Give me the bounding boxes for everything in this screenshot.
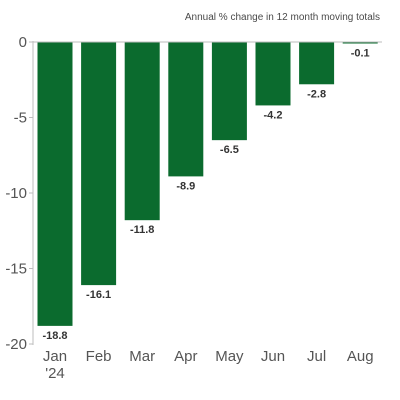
chart-subtitle: Annual % change in 12 month moving total… — [185, 12, 380, 23]
x-tick-label: Mar — [129, 348, 155, 365]
data-label: -18.8 — [42, 330, 67, 342]
y-tick-label: -20 — [5, 336, 27, 353]
x-tick-label: Apr — [174, 348, 197, 365]
x-tick-label: Jun — [261, 348, 285, 365]
bar — [124, 42, 160, 221]
data-label: -6.5 — [220, 144, 239, 156]
y-tick-label: -5 — [14, 110, 27, 127]
bar — [342, 42, 378, 44]
data-label: -0.1 — [351, 48, 370, 60]
y-tick-label: -10 — [5, 185, 27, 202]
x-tick-label-line: Jul — [307, 348, 326, 365]
x-tick-label-line: Jan — [43, 348, 67, 365]
x-tick-label: May — [215, 348, 244, 365]
y-tick-label: -15 — [5, 261, 27, 278]
x-tick-label-line: '24 — [45, 365, 65, 382]
x-tick-label-line: Apr — [174, 348, 197, 365]
x-tick-label-line: May — [215, 348, 244, 365]
labels-group: 0 -5 -10 -15 -20 -18.8 Jan '24 -16.1 Feb -11.8 Mar -… — [5, 34, 373, 382]
bars-group — [37, 42, 378, 326]
x-tick-label-line: Feb — [86, 348, 112, 365]
bar — [81, 42, 117, 286]
bar — [37, 42, 73, 326]
bar — [168, 42, 204, 177]
x-tick-label-line: Mar — [129, 348, 155, 365]
bar — [255, 42, 291, 106]
x-tick-label: Feb — [86, 348, 112, 365]
x-tick-label-line: Jun — [261, 348, 285, 365]
x-tick-label: Aug — [347, 348, 374, 365]
data-label: -4.2 — [264, 109, 283, 121]
data-label: -2.8 — [307, 88, 326, 100]
data-label: -8.9 — [176, 180, 195, 192]
axis-group — [29, 41, 382, 345]
bar — [299, 42, 335, 85]
data-label: -11.8 — [130, 224, 154, 236]
y-tick-label: 0 — [19, 34, 27, 51]
x-tick-label: Jan '24 — [43, 348, 67, 382]
x-tick-label-line: Aug — [347, 348, 374, 365]
data-label: -16.1 — [86, 289, 111, 301]
bar — [211, 42, 247, 141]
x-tick-label: Jul — [307, 348, 326, 365]
